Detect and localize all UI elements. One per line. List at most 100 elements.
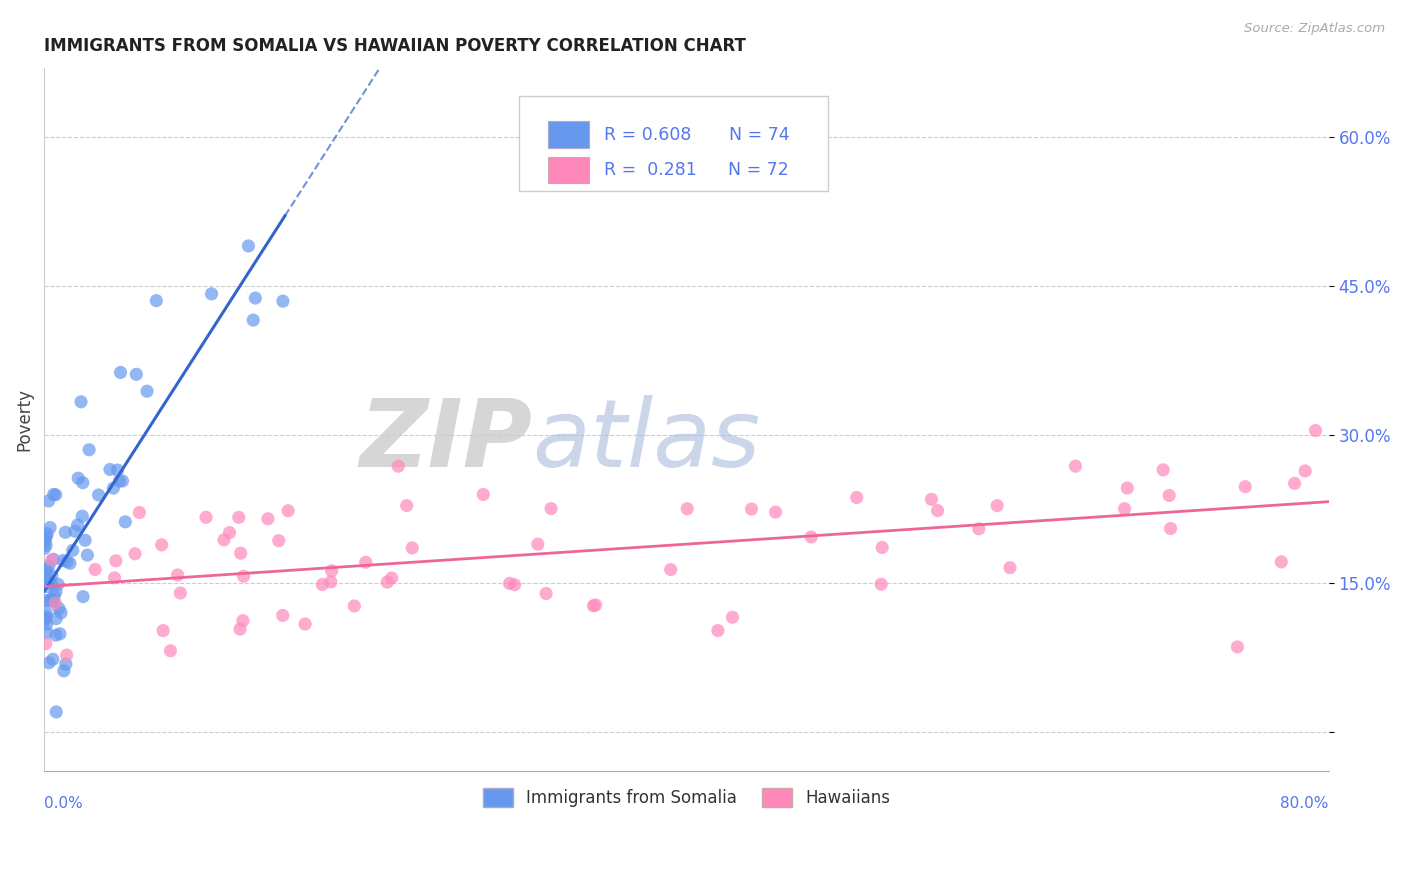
Immigrants from Somalia (37, 580, 59, 594)
Immigrants from Somalia (39, 520, 62, 534)
Hawaiians (707, 624, 730, 638)
Immigrants from Somalia (42, 652, 65, 666)
Immigrants from Somalia (45, 628, 67, 642)
Immigrants from Somalia (35, 605, 58, 619)
Immigrants from Somalia (62, 543, 84, 558)
Hawaiians (1284, 476, 1306, 491)
Hawaiians (582, 599, 605, 613)
Text: R =  0.281: R = 0.281 (605, 161, 697, 179)
Hawaiians (229, 546, 252, 560)
Immigrants from Somalia (49, 606, 72, 620)
Immigrants from Somalia (98, 462, 121, 476)
Hawaiians (870, 541, 893, 555)
Hawaiians (229, 622, 252, 636)
Hawaiians (319, 574, 342, 589)
Immigrants from Somalia (44, 589, 66, 603)
Hawaiians (354, 555, 377, 569)
Immigrants from Somalia (38, 574, 60, 589)
Hawaiians (998, 560, 1021, 574)
Hawaiians (104, 554, 127, 568)
Text: Source: ZipAtlas.com: Source: ZipAtlas.com (1244, 22, 1385, 36)
Text: N = 72: N = 72 (728, 161, 789, 179)
Immigrants from Somalia (35, 617, 58, 632)
Immigrants from Somalia (34, 531, 56, 545)
Immigrants from Somalia (41, 569, 63, 583)
Hawaiians (267, 533, 290, 548)
Immigrants from Somalia (45, 584, 67, 599)
Hawaiians (527, 537, 550, 551)
Immigrants from Somalia (111, 474, 134, 488)
Immigrants from Somalia (87, 488, 110, 502)
Hawaiians (1064, 459, 1087, 474)
Immigrants from Somalia (49, 627, 72, 641)
Immigrants from Somalia (42, 594, 65, 608)
Hawaiians (84, 562, 107, 576)
Immigrants from Somalia (35, 538, 58, 552)
Immigrants from Somalia (200, 286, 222, 301)
Immigrants from Somalia (41, 576, 63, 591)
Hawaiians (343, 599, 366, 613)
Immigrants from Somalia (45, 611, 67, 625)
Hawaiians (218, 525, 240, 540)
Immigrants from Somalia (46, 577, 69, 591)
Immigrants from Somalia (107, 463, 129, 477)
Immigrants from Somalia (72, 509, 94, 524)
Immigrants from Somalia (56, 555, 79, 569)
Immigrants from Somalia (41, 592, 63, 607)
Immigrants from Somalia (245, 291, 267, 305)
Hawaiians (395, 499, 418, 513)
Hawaiians (534, 586, 557, 600)
Hawaiians (740, 502, 762, 516)
Hawaiians (195, 510, 218, 524)
Hawaiians (150, 538, 173, 552)
Immigrants from Somalia (35, 593, 58, 607)
Immigrants from Somalia (77, 442, 100, 457)
Text: N = 74: N = 74 (728, 126, 789, 144)
Hawaiians (870, 577, 893, 591)
Hawaiians (228, 510, 250, 524)
Immigrants from Somalia (110, 366, 132, 380)
Immigrants from Somalia (136, 384, 159, 399)
Immigrants from Somalia (35, 565, 58, 579)
Hawaiians (35, 637, 58, 651)
Immigrants from Somalia (72, 475, 94, 490)
Hawaiians (472, 487, 495, 501)
Immigrants from Somalia (38, 559, 60, 574)
Hawaiians (1160, 521, 1182, 535)
Text: atlas: atlas (533, 395, 761, 486)
Immigrants from Somalia (103, 481, 125, 495)
Immigrants from Somalia (45, 488, 67, 502)
Immigrants from Somalia (59, 557, 82, 571)
Immigrants from Somalia (114, 515, 136, 529)
Hawaiians (800, 530, 823, 544)
Hawaiians (498, 576, 520, 591)
Immigrants from Somalia (108, 474, 131, 488)
Hawaiians (765, 505, 787, 519)
Text: R = 0.608: R = 0.608 (605, 126, 692, 144)
Immigrants from Somalia (38, 574, 60, 588)
Text: IMMIGRANTS FROM SOMALIA VS HAWAIIAN POVERTY CORRELATION CHART: IMMIGRANTS FROM SOMALIA VS HAWAIIAN POVE… (44, 37, 747, 55)
Hawaiians (967, 522, 990, 536)
Immigrants from Somalia (70, 394, 93, 409)
Text: ZIP: ZIP (360, 395, 533, 487)
Immigrants from Somalia (35, 562, 58, 576)
Immigrants from Somalia (34, 534, 56, 549)
Hawaiians (1270, 555, 1292, 569)
Immigrants from Somalia (42, 487, 65, 501)
Hawaiians (232, 569, 254, 583)
Hawaiians (103, 571, 125, 585)
Immigrants from Somalia (55, 657, 77, 671)
Immigrants from Somalia (34, 611, 56, 625)
Hawaiians (375, 575, 398, 590)
FancyBboxPatch shape (548, 157, 589, 184)
Hawaiians (212, 533, 235, 547)
Hawaiians (1234, 480, 1257, 494)
Hawaiians (1226, 640, 1249, 654)
Hawaiians (986, 499, 1008, 513)
Immigrants from Somalia (76, 548, 98, 562)
Legend: Immigrants from Somalia, Hawaiians: Immigrants from Somalia, Hawaiians (474, 780, 898, 816)
Hawaiians (676, 501, 699, 516)
Hawaiians (44, 596, 66, 610)
Hawaiians (1116, 481, 1139, 495)
Hawaiians (232, 614, 254, 628)
